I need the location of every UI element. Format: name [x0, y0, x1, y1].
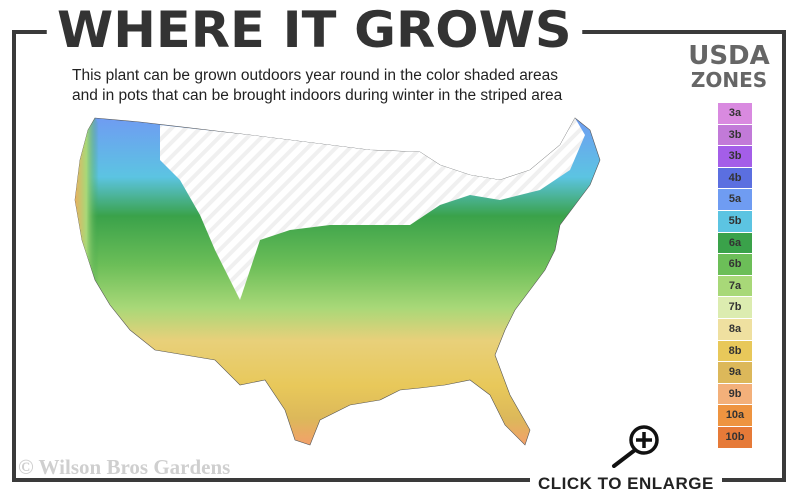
- west-coast-warm-zone: [75, 118, 170, 352]
- click-to-enlarge-button[interactable]: CLICK TO ENLARGE: [530, 474, 722, 494]
- legend-zone-6b: 6b: [718, 254, 752, 275]
- subtitle: This plant can be grown outdoors year ro…: [72, 66, 562, 106]
- legend-zone-9b: 9b: [718, 383, 752, 405]
- copyright: © Wilson Bros Gardens: [18, 455, 231, 479]
- legend-zone-5a: 5a: [718, 189, 752, 210]
- legend-zone-9a: 9a: [718, 362, 752, 383]
- subtitle-line-2: and in pots that can be brought indoors …: [72, 87, 563, 104]
- legend-zone-6a: 6a: [718, 232, 752, 254]
- legend-title-line-1: USDA: [688, 41, 770, 71]
- legend-zone-7a: 7a: [718, 275, 752, 297]
- legend-zone-10a: 10a: [718, 405, 752, 426]
- legend-zone-4b: 4b: [718, 167, 752, 189]
- subtitle-line-1: This plant can be grown outdoors year ro…: [72, 67, 558, 84]
- zone-legend: 3a 3b 3b 4b 5a 5b 6a 6b 7a 7b 8a 8b 9a 9b 10a 10b: [718, 103, 752, 449]
- legend-title-line-2: ZONES: [690, 68, 768, 92]
- legend-title: USDA ZONES: [684, 41, 774, 92]
- page-title: WHERE IT GROWS: [46, 2, 582, 58]
- striped-area: [160, 118, 585, 300]
- zoom-in-magnifier-icon[interactable]: [608, 424, 664, 468]
- legend-zone-8b: 8b: [718, 340, 752, 362]
- legend-zone-7b: 7b: [718, 297, 752, 318]
- legend-zone-3b: 3b: [718, 146, 752, 167]
- legend-zone-3b: 3b: [718, 124, 752, 146]
- legend-zone-10b: 10b: [718, 426, 752, 448]
- legend-zone-5b: 5b: [718, 210, 752, 232]
- legend-zone-8a: 8a: [718, 318, 752, 340]
- legend-zone-3a: 3a: [718, 103, 752, 124]
